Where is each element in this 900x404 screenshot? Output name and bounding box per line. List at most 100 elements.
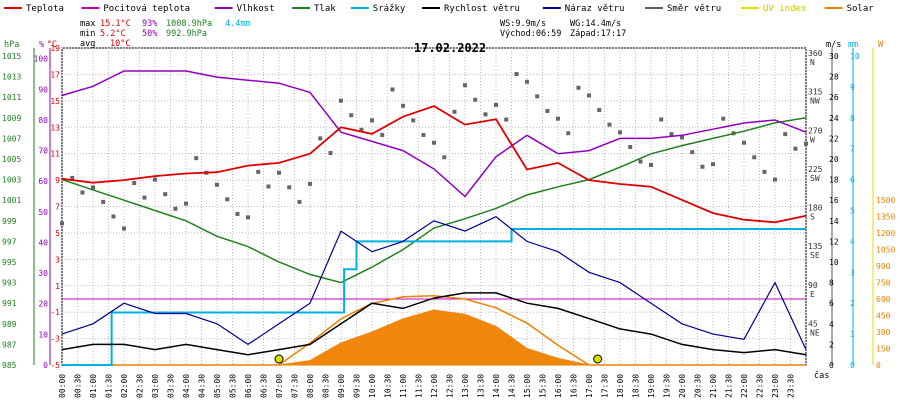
wind-dir-point: [556, 116, 560, 121]
wind-dir-point: [607, 122, 612, 127]
time-tick: 21:00: [709, 374, 718, 398]
wind-dir-point: [163, 192, 168, 197]
stat-avg-label: avg: [80, 39, 95, 49]
solar-tick: 1200: [876, 229, 895, 238]
wind-dir-point: [576, 85, 581, 90]
wind-dir-point: [421, 132, 426, 137]
wind-dir-point: [91, 185, 95, 190]
time-tick: 15:00: [523, 374, 532, 398]
wind-dir-point: [287, 185, 292, 190]
wind-dir-point: [762, 169, 767, 174]
wind-dir-point: [132, 181, 137, 186]
wind-dir-point: [390, 87, 395, 92]
time-tick: 17:00: [585, 374, 594, 398]
press-tick: 1015: [2, 52, 21, 61]
stat-max-temp: 15.1°C: [100, 19, 131, 29]
dir-tick-label: N: [810, 58, 815, 67]
wind-dir-point: [628, 144, 633, 149]
wind-dir-point: [401, 103, 405, 108]
press-tick: 997: [2, 237, 17, 246]
legend-label: Náraz větru: [565, 4, 625, 14]
time-tick: 19:00: [647, 374, 656, 398]
rain-tick: 2: [850, 299, 855, 308]
time-tick: 07:30: [291, 374, 300, 398]
press-tick: 999: [2, 217, 17, 226]
stat-max-label: max: [80, 19, 95, 29]
time-tick: 05:30: [229, 374, 238, 398]
time-tick: 14:00: [492, 374, 501, 398]
time-tick: 12:00: [430, 374, 439, 398]
wind-dir-point: [525, 79, 529, 84]
rain-tick: 4: [850, 237, 855, 246]
time-tick: 12:30: [446, 374, 455, 398]
time-tick: 22:00: [740, 374, 749, 398]
wind-tick: 14: [829, 217, 839, 226]
wind-tick: 26: [829, 93, 839, 102]
stat-min-temp: 5.2°C: [100, 29, 126, 39]
wind-gust-line: [61, 215, 807, 350]
wind-tick: 18: [829, 176, 839, 185]
wind-dir-point: [452, 109, 457, 114]
rain-tick: 8: [850, 114, 855, 123]
temp-tick: 13: [50, 123, 60, 132]
stat-min-hum: 50%: [142, 29, 157, 39]
wind-dir-point: [649, 163, 653, 168]
press-tick: 1013: [2, 73, 21, 82]
time-tick: 08:00: [306, 374, 315, 398]
solar-tick: 1500: [876, 196, 895, 205]
temp-tick: -1: [50, 308, 60, 317]
legend-label: Srážky: [373, 4, 406, 14]
humidity-line: [61, 70, 807, 198]
press-tick: 1011: [2, 93, 21, 102]
dir-tick: 315: [808, 88, 823, 97]
rain-tick: 10: [850, 52, 860, 61]
wind-dir-point: [328, 150, 333, 155]
time-tick: 11:30: [415, 374, 424, 398]
wind-dir-point: [566, 131, 571, 136]
time-tick: 00:30: [74, 374, 83, 398]
axis-unit-press: hPa: [4, 40, 19, 50]
temp-tick: 11: [50, 150, 60, 159]
press-tick: 989: [2, 320, 17, 329]
rain-tick: 6: [850, 176, 855, 185]
time-tick: 06:00: [244, 374, 253, 398]
wind-dir-point: [101, 199, 106, 204]
time-tick: 02:30: [136, 374, 145, 398]
wind-dir-point: [597, 108, 602, 113]
time-tick: 21:30: [725, 374, 734, 398]
press-tick: 1005: [2, 155, 21, 164]
wind-dir-point: [473, 97, 478, 102]
temp-tick: 5: [55, 229, 60, 238]
time-tick: 09:30: [353, 374, 362, 398]
wind-dir-point: [514, 72, 519, 77]
dir-tick-label: W: [810, 135, 815, 144]
wind-dir-point: [235, 211, 240, 216]
wind-dir-point: [804, 141, 808, 146]
time-tick: 13:00: [461, 374, 470, 398]
wind-dir-point: [359, 127, 364, 132]
chart-title: 17.02.2022: [414, 41, 486, 55]
rain-line: [62, 228, 806, 366]
stat-max-press: 1008.9hPa: [166, 19, 212, 29]
wind-dir-point: [194, 156, 199, 161]
time-tick: 17:30: [601, 374, 610, 398]
time-tick: 04:30: [198, 374, 207, 398]
time-tick: 18:00: [616, 374, 625, 398]
time-tick: 09:00: [337, 374, 346, 398]
stat-ws: WS:9.9m/s: [500, 19, 546, 29]
time-tick: 16:30: [570, 374, 579, 398]
hum-tick: 70: [38, 147, 48, 156]
solar-theoretical-line: [62, 294, 806, 366]
time-tick: 22:30: [756, 374, 765, 398]
wind-tick: 22: [829, 134, 839, 143]
temperature-line: [61, 105, 807, 224]
rain-tick: 5: [850, 207, 855, 216]
dir-tick: 360: [808, 49, 823, 58]
hum-tick: 60: [38, 177, 48, 186]
time-tick: 04:00: [182, 374, 191, 398]
pressure-line: [61, 117, 807, 284]
temp-tick: 7: [55, 203, 60, 212]
press-tick: 987: [2, 340, 17, 349]
time-tick: 01:30: [105, 374, 114, 398]
hum-tick: 40: [38, 238, 48, 247]
